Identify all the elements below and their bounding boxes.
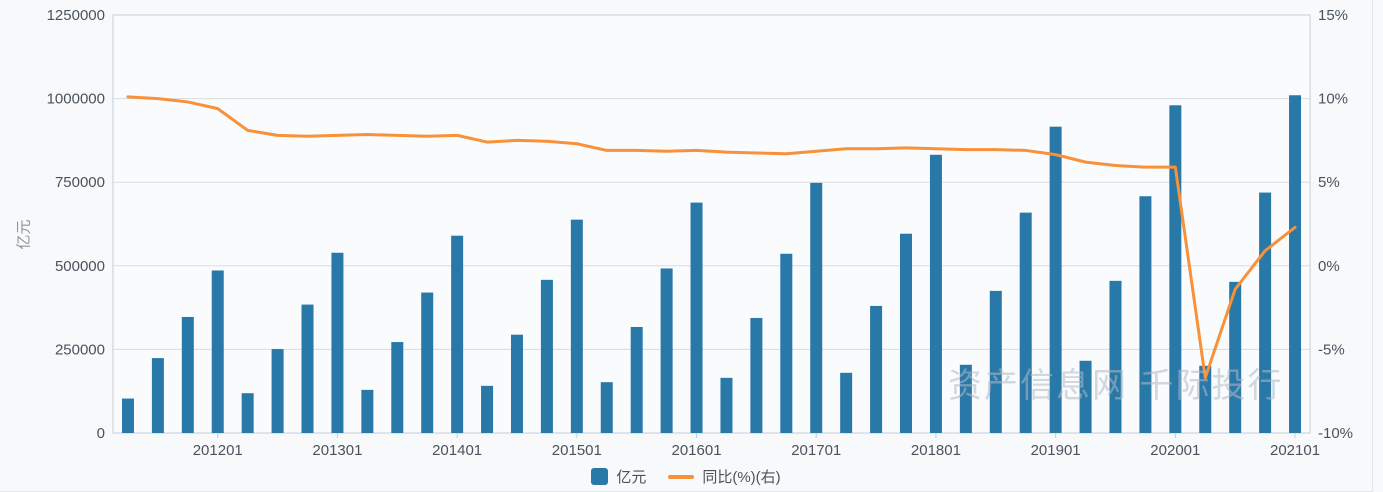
y-axis-tick-label: 250000	[55, 341, 105, 358]
plot-background	[113, 15, 1310, 433]
y-axis-tick-label: 750000	[55, 174, 105, 191]
bar[interactable]	[810, 182, 823, 433]
bar[interactable]	[630, 326, 643, 433]
bar[interactable]	[989, 290, 1002, 433]
bar[interactable]	[1019, 212, 1032, 433]
x-axis-tick-label: 201201	[193, 442, 243, 459]
bar[interactable]	[331, 252, 344, 433]
bar[interactable]	[271, 349, 284, 433]
bar[interactable]	[1199, 365, 1212, 433]
bar[interactable]	[481, 385, 494, 433]
y2-axis-tick-label: 0%	[1318, 258, 1340, 275]
y2-axis-tick-label: 10%	[1318, 91, 1348, 108]
y2-axis-tick-label: 5%	[1318, 174, 1340, 191]
y-axis-tick-label: 1250000	[47, 7, 105, 24]
plot-border	[112, 14, 1311, 433]
x-axis-tick-label: 202101	[1270, 442, 1320, 459]
bar[interactable]	[570, 219, 583, 433]
bar[interactable]	[780, 253, 793, 433]
y-axis-tick-label: 1000000	[47, 91, 105, 108]
x-axis-tick-label: 201501	[552, 442, 602, 459]
bar[interactable]	[660, 268, 673, 433]
bar[interactable]	[391, 342, 404, 433]
line-series-swatch-icon	[668, 474, 695, 479]
bar[interactable]	[151, 358, 164, 433]
bar[interactable]	[1229, 281, 1242, 433]
x-axis-tick-label: 201401	[432, 442, 482, 459]
bar[interactable]	[1139, 196, 1152, 433]
y-axis-tick-label: 0	[97, 425, 105, 442]
bar[interactable]	[121, 398, 134, 433]
x-axis-tick-label: 201301	[312, 442, 362, 459]
bar[interactable]	[361, 389, 374, 433]
y-axis-tick-label: 500000	[55, 258, 105, 275]
bar[interactable]	[840, 372, 853, 433]
bar[interactable]	[1169, 105, 1182, 434]
bar[interactable]	[301, 304, 314, 433]
legend: 亿元 同比(%)(右)	[0, 466, 1372, 487]
y2-axis-tick-label: 15%	[1318, 7, 1348, 24]
x-axis-tick-label: 202001	[1150, 442, 1200, 459]
plot-area: 1250000 1000000 750000 500000 250000 0 15% 10% 5…	[47, 7, 1353, 459]
yoy-line[interactable]	[126, 95, 1297, 380]
x-axis-tick-label: 201801	[911, 442, 961, 459]
bar[interactable]	[750, 317, 763, 433]
legend-item-line-series[interactable]: 同比(%)(右)	[668, 466, 781, 487]
bar-series-swatch-icon	[591, 468, 609, 485]
bar[interactable]	[959, 364, 972, 433]
legend-item-bar-series[interactable]: 亿元	[591, 466, 646, 487]
bar[interactable]	[451, 235, 464, 433]
y2-axis-tick-label: -5%	[1318, 341, 1345, 358]
bar[interactable]	[540, 279, 553, 433]
x-axis-tick-label: 201601	[672, 442, 722, 459]
bar[interactable]	[421, 292, 434, 433]
bar[interactable]	[241, 393, 254, 433]
legend-label-bar-series: 亿元	[616, 469, 647, 486]
bar[interactable]	[600, 382, 613, 433]
bar[interactable]	[1259, 192, 1272, 433]
bar[interactable]	[870, 305, 883, 433]
bar[interactable]	[900, 233, 913, 433]
bar[interactable]	[929, 154, 942, 433]
x-axis-tick-label: 201901	[1031, 442, 1081, 459]
legend-label-line-series: 同比(%)(右)	[702, 469, 781, 486]
bar[interactable]	[1109, 280, 1122, 433]
bar[interactable]	[181, 316, 194, 433]
bar[interactable]	[1049, 126, 1062, 433]
bar[interactable]	[1289, 95, 1302, 434]
bar[interactable]	[510, 334, 523, 433]
bar[interactable]	[211, 270, 224, 433]
x-axis-tick-label: 201701	[791, 442, 841, 459]
y2-axis-tick-label: -10%	[1318, 425, 1353, 442]
bar[interactable]	[720, 377, 733, 433]
bar[interactable]	[1079, 360, 1092, 433]
bar[interactable]	[690, 202, 703, 433]
